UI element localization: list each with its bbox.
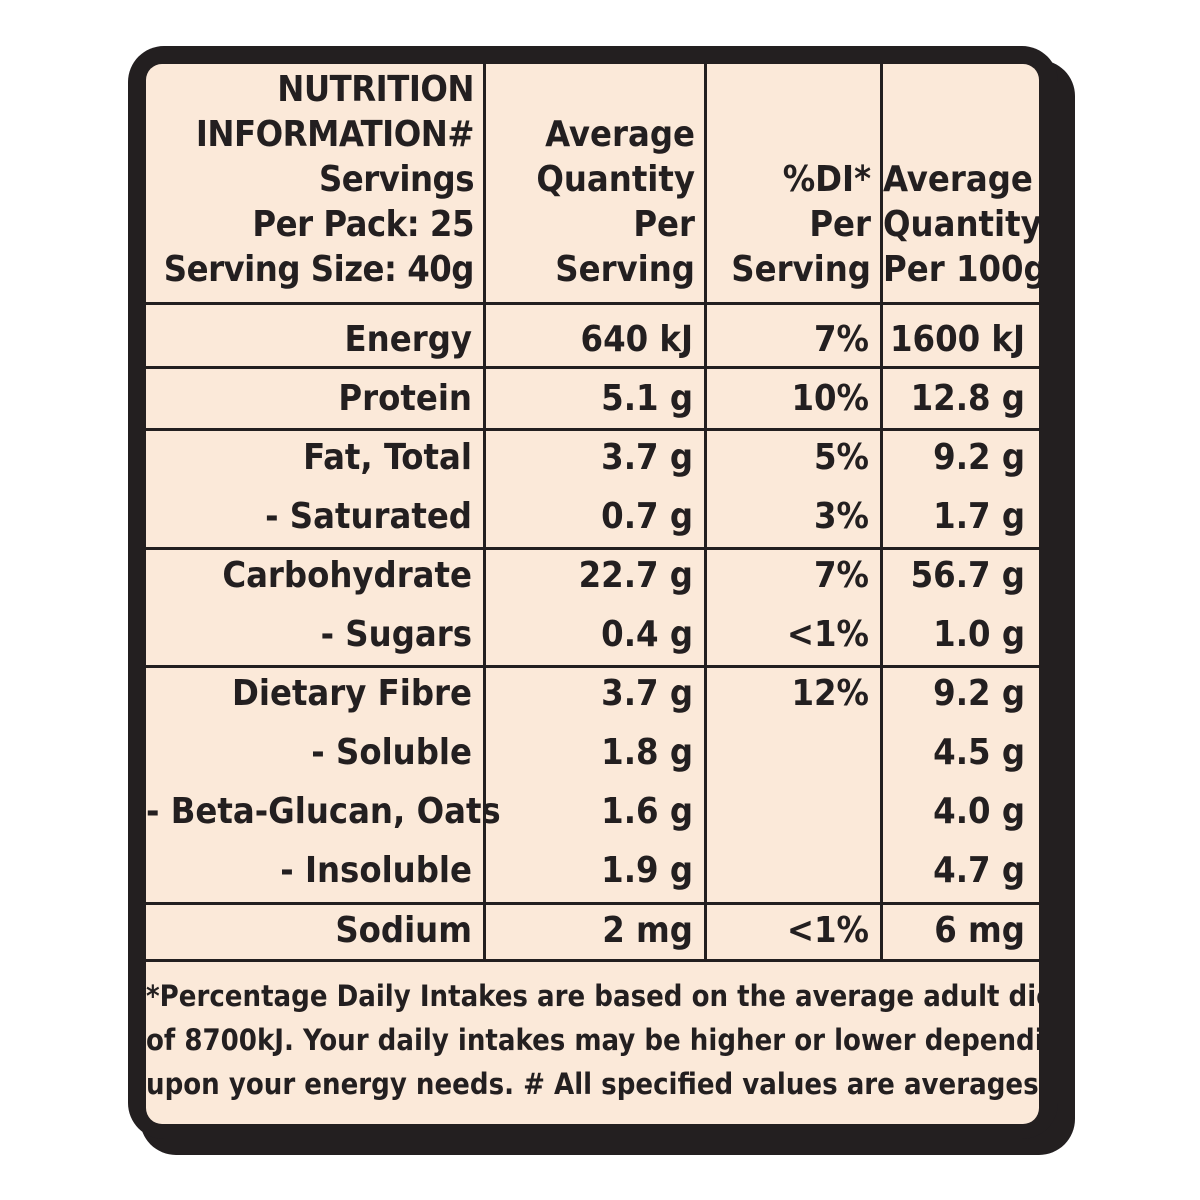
di-value: 3% <box>814 496 869 537</box>
nutrition-panel-inner: NUTRITION INFORMATION# Servings Per Pack… <box>146 64 1039 1124</box>
per-100g-value: 1600 kJ <box>890 319 1025 360</box>
per-serving-value: 1.8 g <box>601 732 693 773</box>
per-serving-value: 1.6 g <box>601 791 693 832</box>
per-100g-value: 56.7 g <box>910 555 1025 596</box>
per-100g-value: 4.0 g <box>933 791 1025 832</box>
header-per-serving: Average Quantity Per Serving <box>486 64 707 304</box>
header-per-serving-line: Per <box>633 204 695 245</box>
column-divider <box>483 64 486 961</box>
row-group-divider <box>146 302 1039 305</box>
di-value: 5% <box>814 437 869 478</box>
header-di-line: Serving <box>731 249 871 290</box>
nutrient-name: - Beta-Glucan, Oats <box>146 791 501 832</box>
header-per-serving-line: Average <box>545 114 695 155</box>
footnote-line: *Percentage Daily Intakes are based on t… <box>146 979 1039 1013</box>
per-serving-value: 3.7 g <box>601 673 693 714</box>
per-100g-value: 1.0 g <box>933 614 1025 655</box>
di-value: <1% <box>786 910 869 951</box>
header-di-line: Per <box>809 204 871 245</box>
per-serving-value: 0.7 g <box>601 496 693 537</box>
per-serving-value: 1.9 g <box>601 850 693 891</box>
header-per-serving-line: Serving <box>555 249 695 290</box>
nutrient-name: Energy <box>344 319 472 360</box>
header-per-100g-line: Quantity <box>883 204 1039 245</box>
row-group-divider <box>146 665 1039 668</box>
header-title-line: Per Pack: 25 <box>252 204 474 245</box>
nutrition-panel: NUTRITION INFORMATION# Servings Per Pack… <box>128 46 1058 1139</box>
header-di-line: %DI* <box>782 159 871 200</box>
nutrient-name: Protein <box>338 378 472 419</box>
row-group-divider <box>146 959 1039 962</box>
nutrient-name: Carbohydrate <box>222 555 472 596</box>
header-per-100g: Average Quantity Per 100g <box>883 64 1039 304</box>
di-value <box>707 783 883 841</box>
per-100g-value: 12.8 g <box>910 378 1025 419</box>
nutrient-name: Dietary Fibre <box>231 673 472 714</box>
per-100g-value: 6 mg <box>934 910 1025 951</box>
header-per-100g-line: Per 100g <box>883 249 1039 290</box>
nutrient-name: - Insoluble <box>280 850 472 891</box>
per-serving-value: 5.1 g <box>601 378 693 419</box>
nutrient-name: Fat, Total <box>303 437 472 478</box>
header-title-line: Serving Size: 40g <box>163 249 475 290</box>
per-100g-value: 4.7 g <box>933 850 1025 891</box>
di-value: 10% <box>791 378 869 419</box>
nutrient-name: - Soluble <box>311 732 472 773</box>
per-100g-value: 9.2 g <box>933 437 1025 478</box>
nutrient-name: Sodium <box>335 910 472 951</box>
header-title: NUTRITION INFORMATION# Servings Per Pack… <box>146 64 486 304</box>
per-serving-value: 22.7 g <box>578 555 693 596</box>
per-serving-value: 640 kJ <box>580 319 693 360</box>
di-value <box>707 842 883 900</box>
header-per-serving-line: Quantity <box>536 159 695 200</box>
header-per-100g-line: Average <box>883 159 1033 200</box>
nutrient-name: - Sugars <box>320 614 472 655</box>
per-serving-value: 2 mg <box>602 910 693 951</box>
di-value: 12% <box>791 673 869 714</box>
row-group-divider <box>146 428 1039 431</box>
header-di: %DI* Per Serving <box>707 64 883 304</box>
footnote: *Percentage Daily Intakes are based on t… <box>146 974 1039 1106</box>
row-group-divider <box>146 902 1039 905</box>
header-title-line: NUTRITION <box>277 69 474 110</box>
footnote-line: upon your energy needs. # All specified … <box>146 1067 1039 1101</box>
per-serving-value: 3.7 g <box>601 437 693 478</box>
di-value <box>707 724 883 782</box>
header-title-line: INFORMATION# <box>195 114 475 155</box>
nutrient-name: - Saturated <box>265 496 472 537</box>
di-value: 7% <box>814 555 869 596</box>
per-100g-value: 4.5 g <box>933 732 1025 773</box>
row-group-divider <box>146 547 1039 550</box>
column-divider <box>704 64 707 961</box>
per-100g-value: 1.7 g <box>933 496 1025 537</box>
column-divider <box>880 64 883 961</box>
di-value: <1% <box>786 614 869 655</box>
header-title-line: Servings <box>318 159 475 200</box>
per-100g-value: 9.2 g <box>933 673 1025 714</box>
row-group-divider <box>146 366 1039 369</box>
footnote-line: of 8700kJ. Your daily intakes may be hig… <box>146 1023 1039 1057</box>
per-serving-value: 0.4 g <box>601 614 693 655</box>
di-value: 7% <box>814 319 869 360</box>
